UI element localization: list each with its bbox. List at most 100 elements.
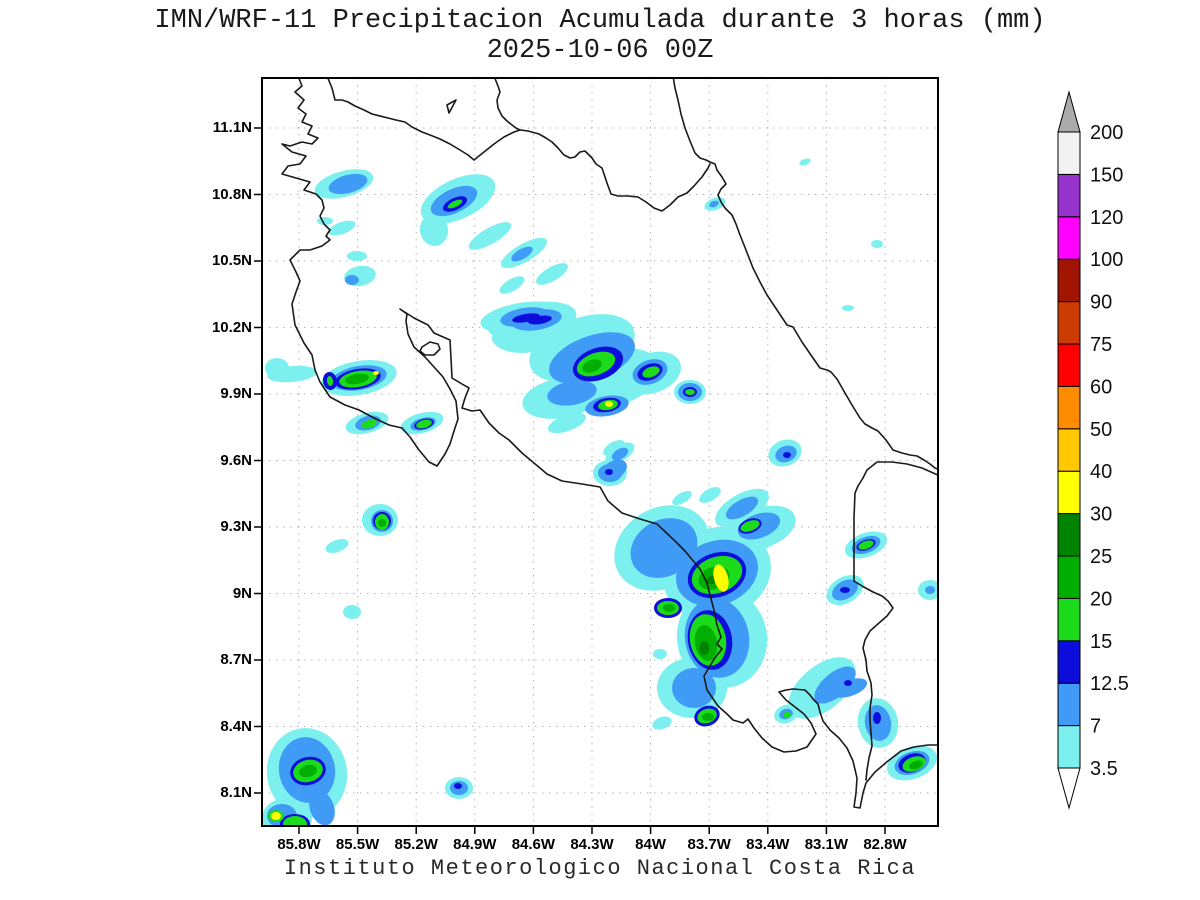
precip-contour-fill [858,540,874,550]
colorbar-segment [1057,173,1081,218]
nicaragua-border-line [493,78,711,212]
colorbar-segment [1057,301,1081,345]
lat-tick-label: 9.6N [220,451,252,469]
colorbar-level-label: 25 [1090,546,1112,568]
lon-tick-label: 83.4W [746,836,790,853]
precip-contour-fill [653,649,667,659]
precip-contour-fill [378,519,386,527]
lat-tick-label: 10.5N [211,252,252,269]
lon-tick-label: 82.8W [863,836,907,853]
precip-contour-fill [630,518,698,578]
precip-contour-fill [783,712,791,718]
precip-contour-fill [642,366,660,378]
page-title: IMN/WRF-11 Precipitacion Acumulada duran… [154,6,1046,36]
chira-island-outline [419,341,441,356]
colorbar-level-label: 120 [1090,207,1123,229]
precip-contour-fill [672,491,692,505]
colorbar-segment [1057,428,1081,472]
precip-contour-fill [663,604,675,612]
precip-contour-fill [873,712,881,724]
colorbar-segment [1057,343,1081,387]
lake-island-outline [446,99,457,114]
precip-contour-fill [783,452,791,458]
precip-contour-fill [528,315,552,325]
precip-contour-fill [265,358,289,378]
lat-tick-label: 8.1N [220,784,252,801]
precip-contour-fill [672,668,716,708]
page-subtitle-datetime: 2025-10-06 00Z [486,36,714,66]
precip-contour-fill [842,305,854,311]
colorbar-segment [1057,725,1081,769]
precip-contour-fill [699,641,709,655]
colorbar-under-arrow [1057,767,1081,810]
precip-contour-fill [605,469,613,475]
precip-contour-fill [419,214,449,246]
precip-contour-fill [909,760,923,770]
precip-contour-fill [309,790,335,826]
lake-nicaragua-south-shore [326,78,521,161]
colorbar-level-label: 200 [1090,122,1123,144]
precip-contour-fill [499,276,525,294]
lat-tick-label: 10.8N [211,185,252,203]
lon-tick-label: 84.3W [570,836,614,853]
lon-tick-label: 83.1W [804,836,849,853]
precip-contour-fill [347,251,367,261]
precip-contour-fill [618,561,638,575]
colorbar: 3.5 7 12.5 15 20 25 30 40 50 60 75 90 100 120 150 200 [1057,90,1129,810]
precip-contour-fill [548,412,586,434]
colorbar-level-label: 3.5 [1090,758,1118,780]
colorbar-segment [1057,682,1081,727]
lat-tick-label: 8.4N [220,717,252,735]
coastline-layer [281,78,938,809]
precip-contour-fill [454,783,462,789]
precip-contour-fill [447,199,463,209]
colorbar-level-label: 7 [1090,716,1101,738]
precip-contour-fill [328,220,356,236]
panama-border-line [853,461,938,781]
precip-contour-fill [844,680,852,686]
precip-contour-fill [283,816,307,826]
precip-contour-fill [373,371,379,375]
precip-contour-fill [536,263,568,285]
axis-ticks-layer [254,127,886,834]
colorbar-segment [1057,470,1081,515]
colorbar-level-label: 100 [1090,249,1123,271]
colorbar-level-label: 90 [1090,292,1112,314]
precip-contour-fill [603,440,625,456]
colorbar-over-arrow [1057,90,1081,133]
caribbean-coastline [672,78,938,471]
precip-contour-fill [511,246,533,262]
pacific-coastline [281,78,938,809]
lon-tick-label: 84W [635,836,667,853]
gridlines-layer [262,78,938,826]
precip-contour-fill [468,222,512,250]
precip-contour-fill [814,666,856,704]
colorbar-level-label: 60 [1090,376,1112,398]
colorbar-level-label: 12.5 [1090,673,1129,695]
lat-tick-label: 11.1N [212,119,252,136]
lat-tick-label: 9.3N [220,518,252,535]
precip-contour-fill [713,564,729,592]
precip-contour-fill [345,275,359,285]
precip-contour-fill [685,389,695,395]
lon-tick-label: 83.7W [687,836,731,853]
precip-contour-fill [343,605,361,619]
precip-contour-fill [328,173,368,195]
precip-contour-fill [582,359,602,373]
colorbar-segment [1057,640,1081,684]
lon-tick-label: 84.9W [453,836,497,853]
lon-tick-label: 85.5W [335,836,380,853]
colorbar-segment [1057,258,1081,303]
precip-contour-fill [345,373,369,385]
precip-contour-fill [271,812,281,820]
precipitation-layer [262,158,938,826]
colorbar-level-label: 20 [1090,588,1112,610]
colorbar-level-label: 30 [1090,504,1112,526]
precip-contour-fill [925,586,935,594]
precip-contour-fill [702,713,714,721]
lon-tick-label: 85.8W [277,836,321,853]
colorbar-level-label: 40 [1090,461,1112,483]
precip-contour-fill [871,240,883,248]
